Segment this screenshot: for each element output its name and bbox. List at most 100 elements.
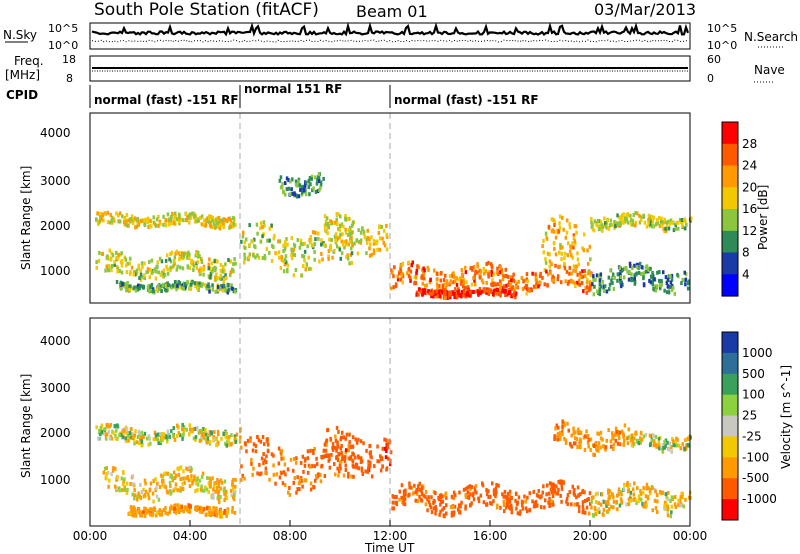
velocity-cell <box>195 508 198 512</box>
velocity-cell <box>551 494 555 499</box>
velocity-cell <box>368 464 372 469</box>
power-cell <box>472 290 475 294</box>
power-cell <box>227 216 230 221</box>
power-cell <box>357 239 361 244</box>
power-cell <box>584 286 587 291</box>
vel-ylabel: Slant Range [km] <box>19 374 33 478</box>
velocity-cell <box>445 503 448 508</box>
power-cell <box>219 273 223 278</box>
power-cell <box>385 232 388 237</box>
power-cell <box>318 188 321 192</box>
velocity-cell <box>246 438 250 443</box>
velocity-cell <box>158 485 162 490</box>
power-cell <box>214 224 217 229</box>
velocity-cell <box>187 478 191 483</box>
power-cell <box>277 255 281 260</box>
velocity-cell <box>466 485 470 490</box>
velocity-cell <box>594 500 598 504</box>
velocity-cell <box>217 440 220 445</box>
velocity-cell <box>559 481 562 485</box>
velocity-cell <box>210 493 213 498</box>
power-cell <box>132 270 136 275</box>
velocity-cell <box>579 445 582 450</box>
velocity-cell <box>192 427 196 432</box>
vel-ytick-4000: 4000 <box>40 334 71 348</box>
velocity-cell <box>213 481 216 486</box>
power-cell <box>341 242 345 247</box>
velocity-cell <box>187 509 190 514</box>
power-cell <box>438 294 442 299</box>
velocity-cell <box>195 477 199 482</box>
power-cell <box>372 248 376 253</box>
power-cell <box>652 287 655 291</box>
velocity-cell <box>234 477 237 482</box>
velocity-cell <box>601 437 604 442</box>
power-cell <box>587 269 591 274</box>
velocity-cell <box>616 493 619 498</box>
power-cell <box>355 238 359 243</box>
power-cell <box>313 242 317 246</box>
power-cell <box>504 289 507 294</box>
velocity-cell <box>182 476 185 481</box>
velocity-cell <box>577 493 580 498</box>
velocity-cell <box>222 432 225 437</box>
velocity-cell <box>338 463 342 468</box>
velocity-cell <box>514 492 518 496</box>
power-cell <box>665 290 669 295</box>
velocity-cell <box>653 498 657 503</box>
velocity-cell <box>477 499 481 504</box>
power-cell <box>642 213 645 218</box>
power-cell <box>139 283 142 288</box>
velocity-cell <box>389 450 393 455</box>
velocity-cell <box>220 514 224 519</box>
power-cell <box>290 253 293 258</box>
power-cell <box>613 220 616 224</box>
power-cell <box>394 284 398 288</box>
velocity-cell <box>633 481 636 486</box>
power-cell <box>606 226 609 230</box>
power-cell <box>338 235 342 239</box>
power-cell <box>631 222 634 227</box>
velocity-cell <box>640 497 643 502</box>
velocity-panel: 4000 3000 2000 1000 Slant Range [km] 00:… <box>19 317 707 554</box>
power-cell <box>244 246 247 250</box>
velocity-cell <box>222 488 225 493</box>
velocity-cell <box>344 463 347 468</box>
power-cell <box>173 259 176 264</box>
velocity-cell <box>492 488 496 493</box>
colorbar-swatch <box>722 394 738 417</box>
power-cell <box>362 229 366 234</box>
power-cell <box>155 287 159 292</box>
power-cell <box>251 239 254 244</box>
power-cell <box>182 286 185 291</box>
velocity-cell <box>391 500 395 505</box>
power-cell <box>681 277 684 282</box>
velocity-cell <box>340 435 343 440</box>
power-cell <box>113 262 117 267</box>
power-cell <box>329 247 332 252</box>
velocity-cell <box>194 489 197 494</box>
velocity-cell <box>508 497 511 502</box>
power-cell <box>575 280 579 285</box>
velocity-data <box>95 419 692 519</box>
power-cell <box>407 266 411 271</box>
velocity-cell <box>100 423 104 428</box>
power-cell <box>307 255 310 260</box>
power-cell <box>415 268 419 273</box>
velocity-cell <box>381 457 384 462</box>
power-cell <box>556 274 560 279</box>
power-cell <box>381 236 384 241</box>
power-cell <box>302 254 306 259</box>
velocity-cell <box>671 437 674 441</box>
power-cell <box>618 266 621 271</box>
power-cell <box>317 236 320 241</box>
power-cell <box>334 232 338 237</box>
velocity-cell <box>464 486 468 491</box>
power-cell <box>297 194 301 199</box>
velocity-cell <box>361 472 364 476</box>
power-cell <box>504 267 507 272</box>
velocity-cell <box>481 481 484 486</box>
power-cell <box>196 254 200 259</box>
power-cell <box>227 283 230 288</box>
power-cell <box>588 244 592 249</box>
